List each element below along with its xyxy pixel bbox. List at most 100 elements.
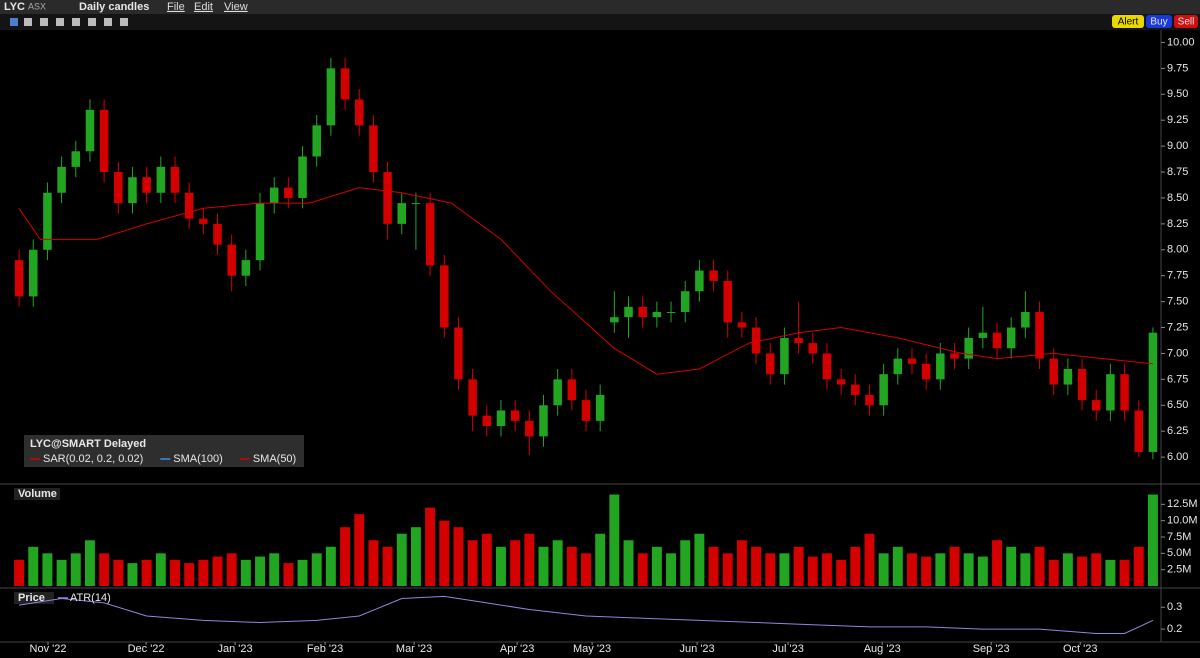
- volume-bar: [992, 540, 1002, 586]
- volume-title: Volume: [18, 488, 57, 500]
- candle-body: [1035, 311, 1044, 359]
- candle-body: [383, 172, 392, 224]
- x-tick-label: Nov '22: [30, 643, 67, 655]
- volume-bar: [155, 553, 166, 586]
- legend-entry[interactable]: SAR(0.02, 0.2, 0.02): [43, 453, 143, 465]
- candle-body: [865, 394, 874, 406]
- legend-entry: ATR(14): [70, 592, 111, 604]
- candle-body: [907, 358, 917, 364]
- volume-bar: [439, 520, 450, 586]
- candle-body: [822, 353, 832, 380]
- volume-bar: [354, 514, 365, 586]
- candle-body: [114, 172, 123, 204]
- y-tick-label: 7.50: [1167, 296, 1188, 308]
- menu-file[interactable]: File: [167, 1, 185, 13]
- y-tick-label: 7.25: [1167, 321, 1188, 333]
- candle-body: [170, 166, 180, 193]
- candle-body: [43, 192, 52, 250]
- candle-body: [709, 270, 718, 281]
- x-tick-label: Oct '23: [1063, 643, 1098, 655]
- volume-bar: [1119, 559, 1130, 586]
- symbol[interactable]: LYC: [4, 1, 25, 13]
- volume-bar: [566, 546, 577, 586]
- candle-body: [213, 223, 222, 245]
- y-tick-label: 7.00: [1167, 347, 1188, 359]
- candle-body: [737, 322, 747, 328]
- y-tick-label: 9.00: [1167, 140, 1188, 152]
- sell-button[interactable]: [1174, 15, 1198, 28]
- volume-bar: [793, 546, 804, 586]
- x-tick-label: Apr '23: [500, 643, 535, 655]
- candle-body: [354, 99, 364, 126]
- volume-bar: [921, 556, 932, 586]
- candle-body: [1049, 358, 1058, 385]
- volume-bar: [821, 553, 832, 586]
- volume-bar: [651, 546, 662, 586]
- legend-entry[interactable]: SMA(50): [253, 453, 296, 465]
- volume-label-box: [14, 488, 60, 500]
- toolbar-icons[interactable]: [10, 18, 128, 26]
- menu-edit[interactable]: Edit: [194, 1, 213, 13]
- volume-bar: [113, 559, 124, 586]
- volume-bar: [1006, 546, 1017, 586]
- candle-body: [964, 337, 973, 359]
- volume-bar: [198, 559, 209, 586]
- volume-bar: [878, 553, 889, 586]
- y-tick-label: 6.75: [1167, 373, 1188, 385]
- candle-body: [936, 353, 945, 380]
- candle-body: [1106, 374, 1115, 411]
- volume-bar: [680, 540, 691, 586]
- volume-bar: [1147, 494, 1158, 586]
- alert-button[interactable]: [1112, 15, 1144, 28]
- candle-body: [624, 306, 633, 318]
- volume-bar: [42, 553, 53, 586]
- candle-body: [1063, 369, 1073, 385]
- candle-body: [269, 187, 279, 204]
- volume-bar: [28, 546, 39, 586]
- candle-body: [992, 332, 1002, 349]
- volume-bar: [623, 540, 634, 586]
- candle-body: [85, 109, 95, 152]
- volume-bar: [609, 494, 620, 586]
- candle-body: [1120, 374, 1129, 411]
- volume-bar: [977, 556, 988, 586]
- buy-label[interactable]: Buy: [1150, 17, 1167, 28]
- volume-bar: [368, 540, 379, 586]
- y-tick-label: 8.25: [1167, 218, 1188, 230]
- volume-bar: [736, 540, 747, 586]
- volume-bar: [1133, 546, 1144, 586]
- volume-bar: [127, 563, 138, 586]
- alert-label[interactable]: Alert: [1118, 17, 1139, 28]
- candle-body: [411, 203, 421, 205]
- volume-bar: [666, 553, 676, 586]
- x-tick-label: Sep '23: [973, 643, 1010, 655]
- volume-bar: [56, 559, 67, 586]
- legend-entry[interactable]: SMA(100): [173, 453, 223, 465]
- candle-body: [29, 249, 38, 297]
- volume-bar: [595, 533, 606, 586]
- period-selector[interactable]: Daily candles: [79, 1, 149, 13]
- candle-body: [525, 420, 534, 437]
- menu-view[interactable]: View: [224, 1, 248, 13]
- volume-bar: [694, 533, 705, 586]
- buy-button[interactable]: [1146, 15, 1172, 28]
- y-tick-label: 10.00: [1167, 36, 1195, 48]
- candle-body: [581, 400, 591, 421]
- volume-bar: [496, 546, 506, 586]
- volume-bar: [340, 527, 351, 586]
- candle-body: [468, 379, 477, 416]
- candle-body: [610, 317, 619, 323]
- volume-bar: [864, 533, 875, 586]
- candle-body: [482, 415, 492, 427]
- exchange: ASX: [28, 1, 46, 11]
- volume-bar: [99, 553, 110, 586]
- volume-bar: [1034, 546, 1045, 586]
- y-tick-label: 0.2: [1167, 623, 1182, 635]
- legend-box: [24, 435, 304, 467]
- volume-bar: [382, 546, 393, 586]
- candle-body: [1091, 400, 1101, 411]
- sell-label[interactable]: Sell: [1178, 17, 1195, 28]
- volume-bar: [765, 553, 776, 586]
- volume-bar: [1020, 553, 1031, 586]
